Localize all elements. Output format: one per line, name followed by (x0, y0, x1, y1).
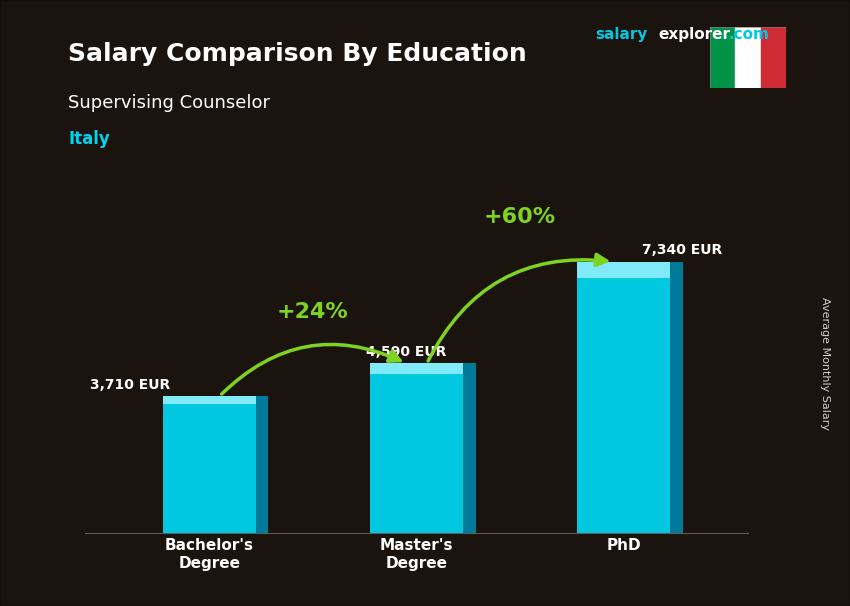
Polygon shape (256, 396, 269, 533)
Text: Average Monthly Salary: Average Monthly Salary (819, 297, 830, 430)
Bar (162, 396, 256, 404)
Bar (577, 262, 671, 533)
Text: Supervising Counselor: Supervising Counselor (68, 94, 270, 112)
Polygon shape (671, 262, 683, 533)
Bar (735, 27, 761, 88)
Text: .com: .com (728, 27, 769, 42)
Bar (710, 27, 735, 88)
Bar (370, 364, 463, 533)
Bar (761, 27, 786, 88)
Bar (370, 364, 463, 374)
Text: +60%: +60% (484, 207, 556, 227)
FancyArrowPatch shape (428, 255, 607, 361)
Text: 3,710 EUR: 3,710 EUR (90, 378, 171, 391)
Text: Italy: Italy (68, 130, 110, 148)
FancyArrowPatch shape (222, 344, 400, 394)
Text: Salary Comparison By Education: Salary Comparison By Education (68, 42, 527, 67)
Polygon shape (463, 364, 475, 533)
Text: salary: salary (595, 27, 648, 42)
Bar (577, 262, 671, 278)
Text: +24%: +24% (277, 302, 348, 322)
Text: 7,340 EUR: 7,340 EUR (642, 244, 722, 258)
Bar (162, 396, 256, 533)
Text: explorer: explorer (659, 27, 731, 42)
Text: 4,590 EUR: 4,590 EUR (366, 345, 446, 359)
